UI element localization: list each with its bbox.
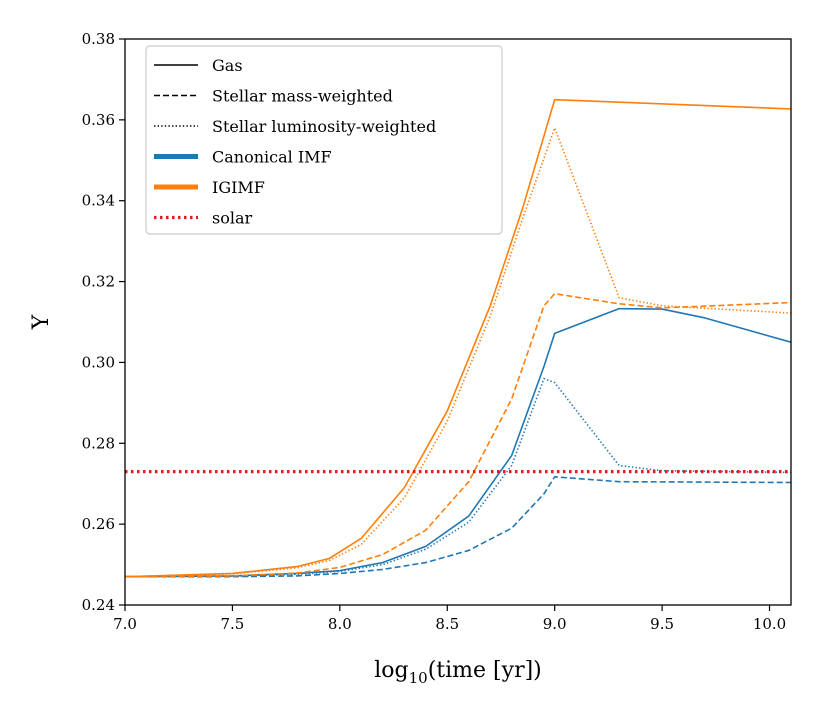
legend-box xyxy=(145,45,503,235)
y-tick-label: 0.38 xyxy=(82,30,115,48)
legend-label-stellar-mass-weighted: Stellar mass-weighted xyxy=(212,87,393,106)
x-tick-label: 7.5 xyxy=(220,615,244,633)
series-layer xyxy=(125,98,791,578)
series-line-canonical-imf-stellar-mass-weighted xyxy=(125,476,791,578)
y-tick-label: 0.26 xyxy=(82,515,115,533)
y-tick-label: 0.28 xyxy=(82,434,115,452)
y-tick-label: 0.32 xyxy=(82,273,115,291)
x-axis-label: log10(time [yr]) xyxy=(374,658,542,687)
x-tick-label: 8.0 xyxy=(328,615,352,633)
legend-label-igimf: IGIMF xyxy=(212,178,265,197)
legend-label-canonical-imf: Canonical IMF xyxy=(212,148,332,167)
y-tick-label: 0.30 xyxy=(82,353,115,371)
series-line-canonical-imf-gas xyxy=(125,307,791,578)
series-line-igimf-stellar-mass-weighted xyxy=(125,292,791,578)
x-tick-label: 7.0 xyxy=(113,615,137,633)
legend-label-stellar-luminosity-weighted: Stellar luminosity-weighted xyxy=(212,117,436,136)
series-line-igimf-stellar-luminosity-weighted xyxy=(125,127,791,578)
y-tick-label: 0.34 xyxy=(82,192,115,210)
series-line-igimf-gas xyxy=(125,98,791,578)
legend-label-gas: Gas xyxy=(212,56,243,75)
y-tick-label: 0.24 xyxy=(82,596,115,614)
legend: Gas Stellar mass-weighted Stellar luminosi… xyxy=(145,45,503,235)
series-line-canonical-imf-stellar-luminosity-weighted xyxy=(125,377,791,578)
x-axis-label-base: log xyxy=(374,658,408,683)
y-tick-label: 0.36 xyxy=(82,111,115,129)
ticks-layer: 7.0 7.5 8.0 8.5 9.0 9.5 10.0 0.24 0.26 0.28 0.30 0.… xyxy=(82,30,787,633)
x-tick-label: 9.0 xyxy=(543,615,567,633)
x-tick-label: 8.5 xyxy=(435,615,459,633)
x-axis-label-subscript: 10 xyxy=(409,669,428,687)
plot-frame xyxy=(124,38,792,606)
x-tick-label: 10.0 xyxy=(753,615,786,633)
x-axis-label-rest: (time [yr]) xyxy=(428,658,542,683)
legend-label-solar: solar xyxy=(212,209,253,228)
x-tick-label: 9.5 xyxy=(650,615,674,633)
y-axis-label: Y xyxy=(29,314,54,330)
